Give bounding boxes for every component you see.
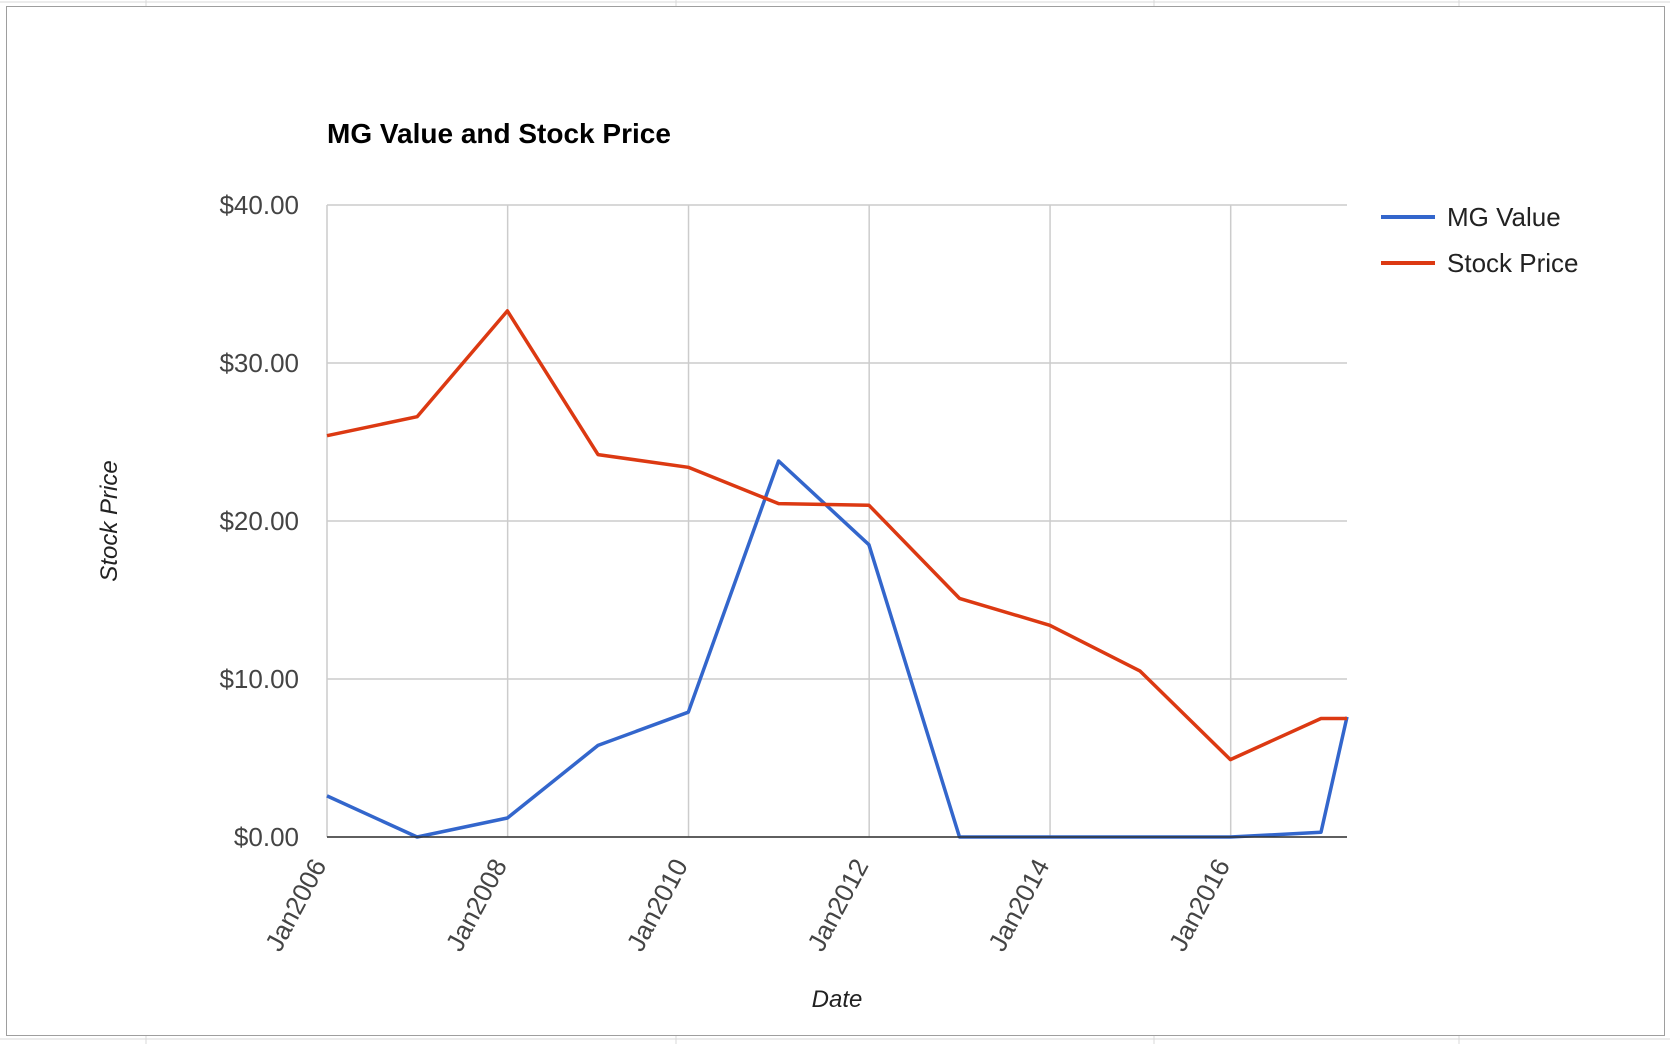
x-tick-label: Jan2014	[982, 854, 1055, 956]
gridlines	[326, 204, 1347, 838]
series-line-mg-value[interactable]	[326, 459, 1349, 839]
y-axis-tick-labels: $0.00 $10.00 $20.00 $30.00 $40.00	[219, 190, 299, 852]
x-tick-label: Jan2016	[1163, 854, 1236, 956]
legend-label: Stock Price	[1447, 248, 1579, 278]
y-tick-label: $10.00	[219, 664, 299, 694]
x-tick-label: Jan2010	[621, 854, 694, 956]
x-tick-label: Jan2006	[259, 854, 332, 956]
x-tick-label: Jan2008	[440, 854, 513, 956]
legend-label: MG Value	[1447, 202, 1561, 232]
line-chart: MG Value and Stock Price $0.00 $10.00 $20.…	[96, 118, 1579, 1013]
x-tick-label: Jan2012	[801, 854, 874, 956]
y-tick-label: $30.00	[219, 348, 299, 378]
series-line-stock-price[interactable]	[326, 309, 1347, 762]
x-axis-tick-labels: Jan2006 Jan2008 Jan2010 Jan2012 Jan2014 Jan20…	[259, 854, 1236, 956]
chart-container[interactable]: MG Value and Stock Price $0.00 $10.00 $20.…	[6, 6, 1665, 1036]
legend[interactable]: MG Value Stock Price	[1381, 202, 1579, 278]
chart-title: MG Value and Stock Price	[327, 118, 671, 149]
y-tick-label: $0.00	[234, 822, 299, 852]
y-tick-label: $20.00	[219, 506, 299, 536]
series-lines	[326, 309, 1349, 839]
y-axis-label: Stock Price	[96, 460, 123, 581]
x-axis-label: Date	[812, 986, 863, 1013]
y-tick-label: $40.00	[219, 190, 299, 220]
